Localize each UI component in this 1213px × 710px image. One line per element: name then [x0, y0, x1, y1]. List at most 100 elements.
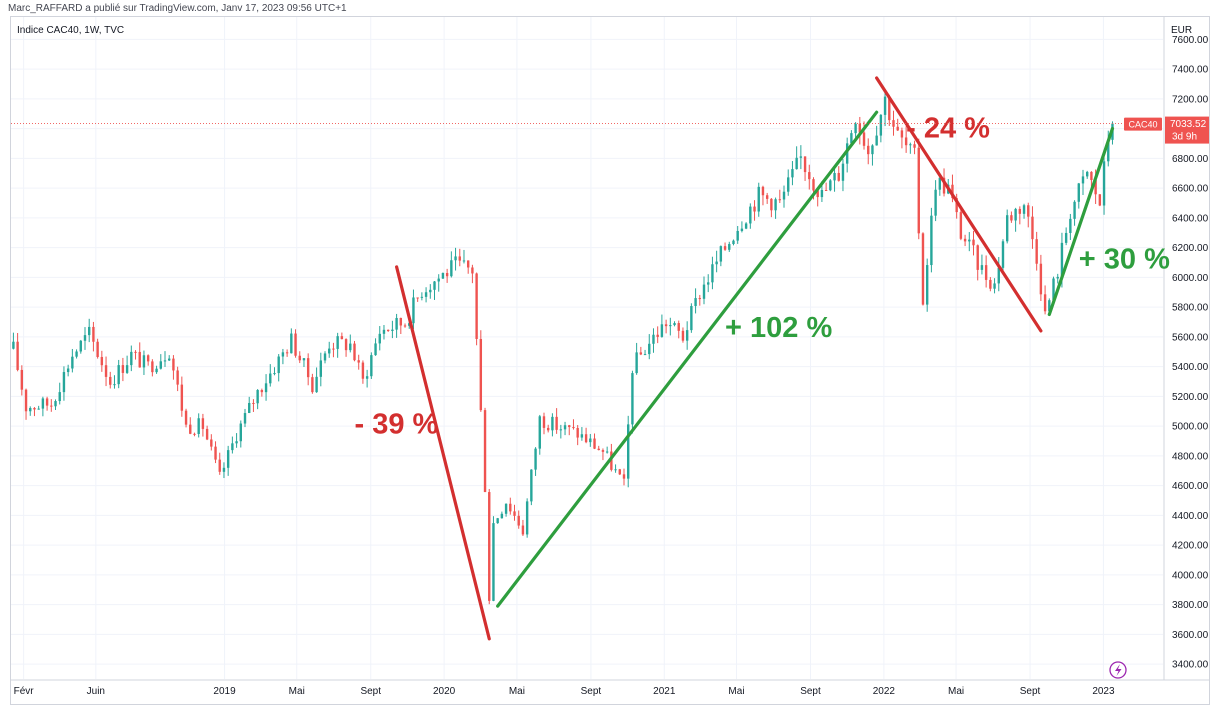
price-tick-label: 6800.00: [1172, 154, 1209, 165]
candle-body: [959, 212, 963, 239]
candle-body: [172, 358, 175, 371]
candle-body: [867, 145, 870, 155]
candle-body: [395, 317, 398, 330]
candle-body: [1090, 171, 1093, 181]
candle-body: [315, 376, 318, 393]
candle-body: [96, 341, 99, 357]
candle-body: [130, 351, 133, 366]
candle-body: [294, 333, 297, 356]
candle-body: [605, 451, 609, 453]
candle-body: [631, 373, 634, 425]
candle-body: [62, 372, 66, 393]
candle-body: [290, 333, 293, 354]
lightning-icon[interactable]: [1109, 661, 1127, 679]
candle-body: [50, 405, 53, 407]
candle-body: [888, 96, 891, 121]
candle-body: [593, 438, 596, 449]
candle-body: [218, 459, 221, 472]
candle-body: [955, 198, 958, 213]
candle-body: [824, 189, 828, 191]
candle-body: [749, 206, 752, 224]
time-tick-label: Sept: [360, 686, 381, 697]
candle-body: [1048, 300, 1051, 312]
candle-body: [420, 296, 424, 298]
trend-lines: [395, 76, 1115, 641]
candle-body: [551, 416, 554, 431]
candle-body: [601, 450, 605, 452]
time-tick-label: Sept: [1020, 686, 1041, 697]
candle-body: [711, 264, 714, 283]
candle-body: [521, 525, 525, 535]
time-tick-label: Mai: [728, 686, 744, 697]
candle-body: [698, 298, 701, 300]
annotation-label: - 39 %: [354, 409, 438, 441]
price-tick-label: 3400.00: [1172, 660, 1209, 671]
candle-body: [875, 135, 878, 146]
candle-body: [466, 260, 470, 268]
candle-body: [24, 389, 28, 412]
candle-body: [248, 402, 251, 414]
candle-body: [1052, 278, 1055, 301]
candle-body: [715, 261, 718, 265]
chart-panel[interactable]: [10, 16, 1210, 705]
candle-body: [361, 362, 365, 379]
candle-body: [349, 343, 352, 351]
candle-body: [441, 272, 445, 279]
candle-body: [673, 323, 676, 326]
candle-body: [281, 352, 285, 357]
time-tick-label: Sept: [581, 686, 602, 697]
candle-body: [1043, 294, 1047, 312]
candle-body: [391, 329, 394, 331]
candle-body: [968, 239, 971, 242]
candle-body: [113, 384, 116, 386]
price-tick-label: 4200.00: [1172, 541, 1209, 552]
candle-body: [450, 260, 453, 277]
candle-body: [980, 265, 984, 270]
candle-body: [639, 352, 643, 355]
candle-body: [1098, 194, 1102, 206]
time-tick-label: Juin: [87, 686, 105, 697]
candle-body: [500, 513, 504, 519]
price-tick-label: 7600.00: [1172, 35, 1209, 46]
candle-body: [353, 343, 356, 361]
candle-body: [1056, 276, 1059, 279]
candle-body: [803, 156, 807, 173]
candle-body: [492, 523, 495, 601]
candle-body: [29, 408, 32, 412]
candle-body: [572, 427, 575, 429]
candle-body: [243, 413, 247, 424]
candle-body: [184, 410, 188, 425]
candle-body: [378, 333, 381, 344]
candle-body: [576, 428, 579, 438]
candle-body: [176, 370, 179, 385]
candle-body: [934, 189, 937, 216]
candle-body: [841, 163, 845, 181]
candle-body: [1081, 176, 1085, 184]
candle-body: [424, 292, 428, 297]
candle-body: [580, 434, 584, 438]
candle-body: [871, 145, 874, 155]
trend-line: [496, 110, 879, 608]
candle-body: [33, 408, 36, 410]
candle-body: [231, 443, 234, 451]
candle-body: [652, 334, 655, 344]
candle-body: [365, 376, 369, 379]
candle-body: [155, 368, 158, 373]
candle-body: [989, 279, 992, 289]
candle-body: [909, 144, 912, 146]
candle-body: [41, 398, 45, 409]
candle-body: [740, 228, 744, 231]
candle-body: [1014, 208, 1017, 221]
candle-body: [614, 469, 617, 471]
candle-body: [239, 423, 242, 442]
candle-body: [984, 265, 988, 280]
candle-body: [264, 383, 268, 393]
candle-body: [1073, 201, 1076, 219]
candle-body: [382, 329, 386, 334]
candle-body: [235, 441, 238, 444]
candle-body: [761, 186, 765, 196]
price-tick-label: 6000.00: [1172, 273, 1209, 284]
annotations: - 39 % + 102 % - 24 % + 30 %: [354, 112, 1170, 440]
time-tick-label: 2022: [873, 686, 896, 697]
